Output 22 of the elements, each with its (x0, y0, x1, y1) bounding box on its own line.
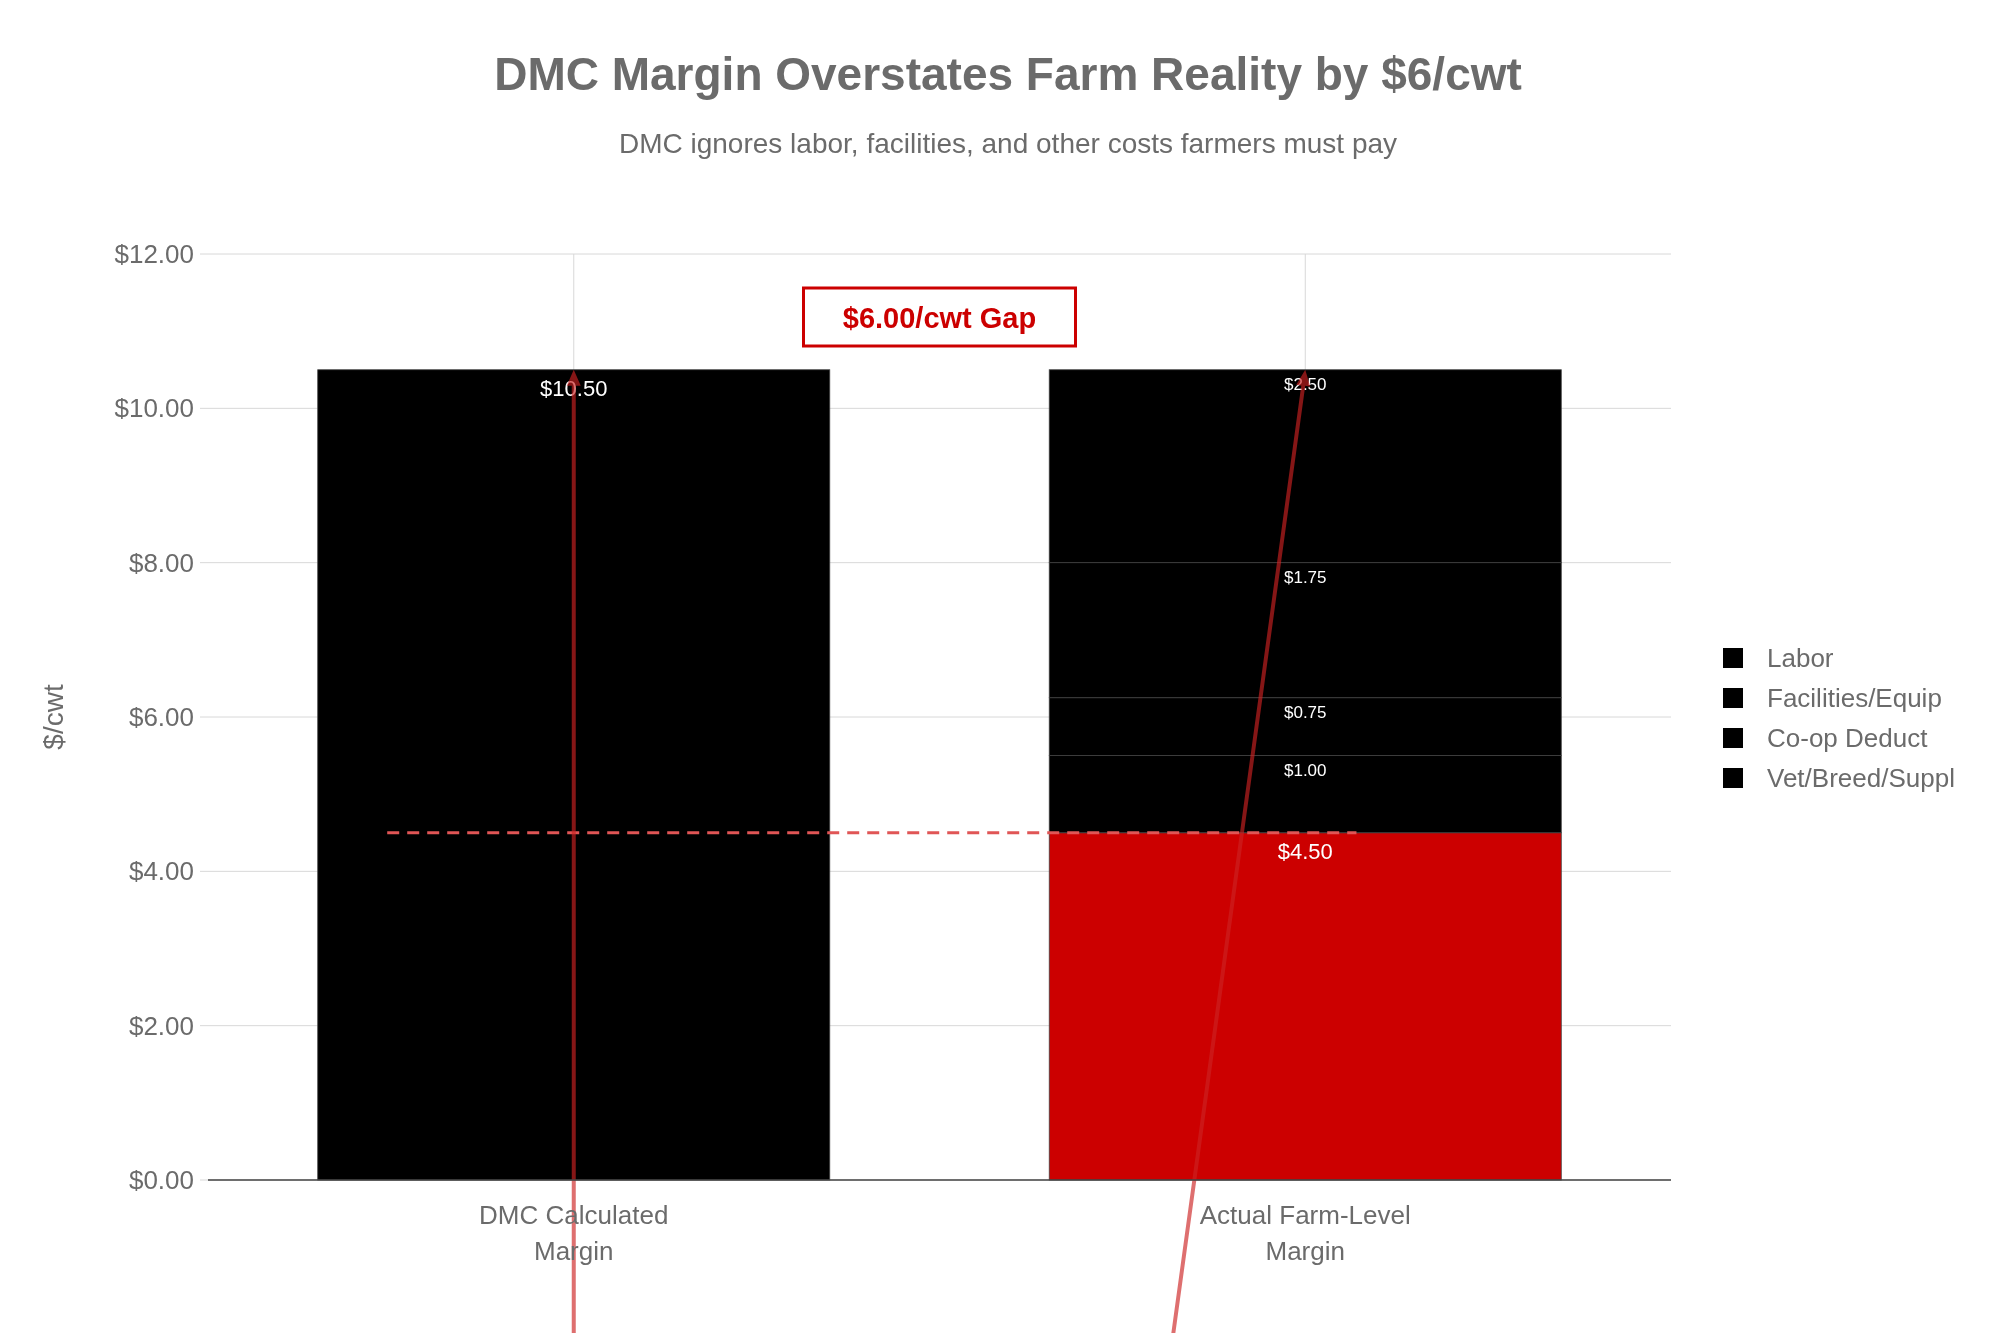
y-axis-title: $/cwt (38, 684, 69, 750)
chart-title: DMC Margin Overstates Farm Reality by $6/cwt (494, 48, 1522, 100)
text: Facilities/Equip (1767, 683, 1942, 713)
y-tick-label: $4.00 (128, 856, 194, 887)
chart-subtitle: DMC ignores labor, facilities, and other costs farmers must pay (618, 128, 1398, 159)
text: Vet/Breed/Suppl (1767, 763, 1955, 793)
y-tick-label: $0.00 (128, 1165, 194, 1195)
data-label: $4.50 (1277, 838, 1333, 864)
data-label: $0.75 (1283, 702, 1327, 722)
text: Co-op Deduct (1767, 723, 1929, 753)
data-label: $2.50 (1283, 374, 1327, 394)
y-tick-label: $6.00 (128, 702, 194, 732)
y-tick-label: $2.00 (128, 1010, 194, 1041)
data-label: $1.75 (1283, 567, 1327, 587)
y-tick-label: $12.00 (114, 239, 194, 269)
annotation: $6.00/cwt Gap (842, 302, 1037, 334)
y-tick-label: $10.00 (114, 393, 194, 424)
x-tick-label: Actual Farm-Level Margin (1199, 1200, 1411, 1266)
text: Labor (1767, 643, 1834, 673)
data-label: $10.50 (540, 375, 608, 401)
data-label: $1.00 (1283, 760, 1327, 780)
y-tick-label: $8.00 (128, 547, 194, 578)
